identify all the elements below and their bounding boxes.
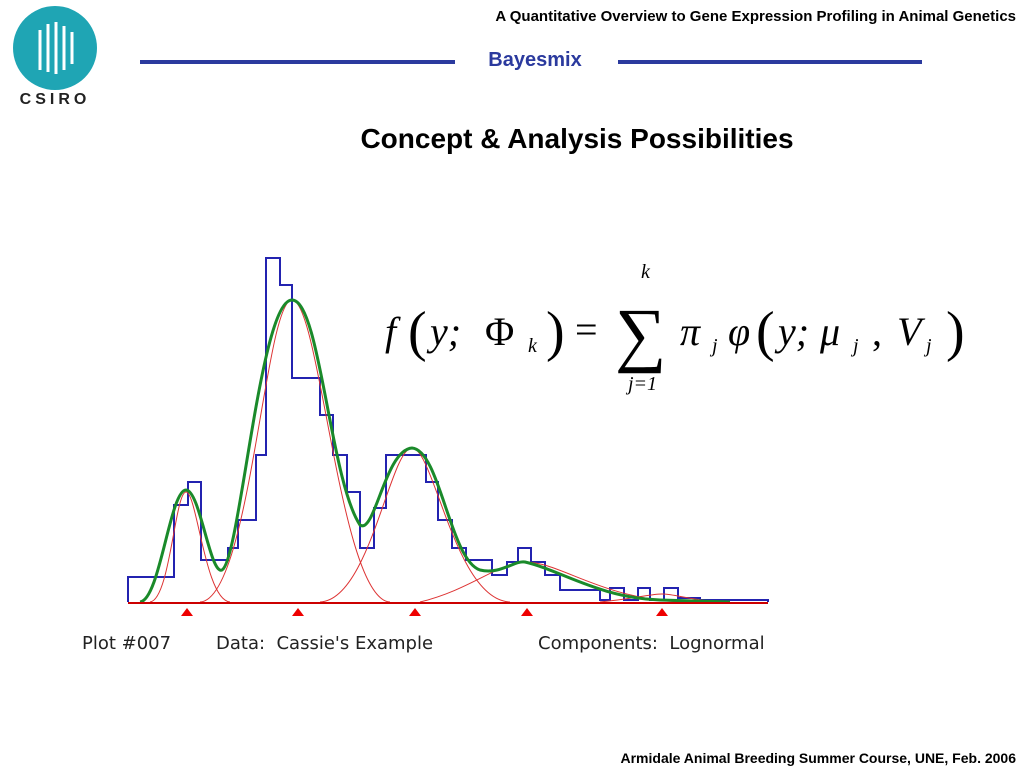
formula-part: j xyxy=(709,335,718,357)
plot-caption: Plot #007 xyxy=(82,633,171,654)
mixture-curve xyxy=(139,298,731,604)
formula-part: k xyxy=(528,335,538,357)
formula-part: j xyxy=(923,335,932,357)
plot-caption: Data: Cassie's Example xyxy=(216,633,433,654)
formula-part: , xyxy=(872,309,882,354)
heading: Concept & Analysis Possibilities xyxy=(360,123,793,154)
formula-part: Φ xyxy=(485,309,514,354)
formula-part: ∑ xyxy=(615,294,666,374)
logo-mark xyxy=(38,22,74,74)
header-title: A Quantitative Overview to Gene Expressi… xyxy=(495,8,1016,25)
component-markers xyxy=(181,608,668,616)
section-title: Bayesmix xyxy=(488,49,581,71)
formula-part: y; xyxy=(426,309,461,354)
plot-caption: Components: Lognormal xyxy=(538,633,765,654)
formula-part: j xyxy=(850,335,859,357)
formula-part: μ xyxy=(819,309,840,354)
formula-part: j=1 xyxy=(625,373,657,395)
formula-part: ( xyxy=(408,301,427,363)
formula-part: ( xyxy=(756,301,775,363)
formula-part: k xyxy=(641,261,651,283)
formula-part: ) xyxy=(546,301,565,363)
formula-part: φ xyxy=(728,309,750,354)
footer: Armidale Animal Breeding Summer Course, … xyxy=(621,750,1017,766)
formula-part: ) xyxy=(946,301,965,363)
formula-part: y; xyxy=(774,309,809,354)
logo-text: CSIRO xyxy=(20,91,91,108)
formula-part: π xyxy=(680,309,701,354)
formula-part: f xyxy=(385,309,401,354)
formula-part: V xyxy=(897,309,926,354)
mixture-plot: Plot #007 Data: Cassie's Example Compone… xyxy=(82,257,769,654)
formula-part: = xyxy=(575,307,598,352)
